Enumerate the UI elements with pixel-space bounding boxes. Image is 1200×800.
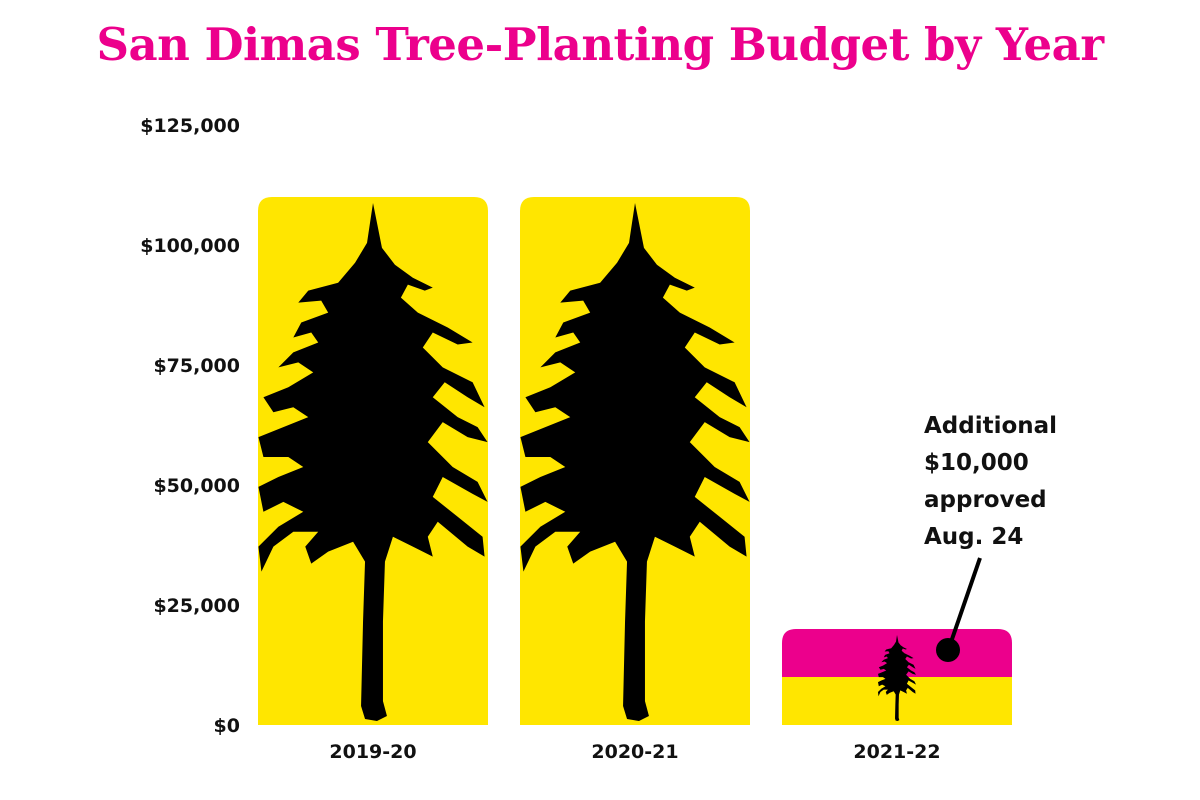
- x-tick-label: 2020-21: [591, 741, 678, 763]
- y-axis: $0 $25,000 $50,000 $75,000 $100,000 $125,000: [140, 115, 240, 737]
- y-tick-label: $25,000: [153, 595, 240, 617]
- y-tick-label: $100,000: [140, 235, 240, 257]
- annotation-pointer-line: [948, 557, 982, 646]
- annotation-line-1: Additional: [924, 413, 1057, 439]
- annotation: Additional $10,000 approved Aug. 24: [924, 413, 1057, 662]
- annotation-line-4: Aug. 24: [924, 524, 1023, 550]
- y-tick-label: $50,000: [153, 475, 240, 497]
- annotation-line-2: $10,000: [924, 450, 1029, 476]
- x-tick-label: 2021-22: [853, 741, 940, 763]
- annotation-line-3: approved: [924, 487, 1047, 513]
- y-tick-label: $0: [214, 715, 240, 737]
- x-axis: 2019-20 2020-21 2021-22: [329, 741, 940, 763]
- annotation-pointer-dot: [936, 638, 960, 662]
- chart-title: San Dimas Tree-Planting Budget by Year: [96, 18, 1104, 71]
- x-tick-label: 2019-20: [329, 741, 416, 763]
- y-tick-label: $75,000: [153, 355, 240, 377]
- y-tick-label: $125,000: [140, 115, 240, 137]
- bars-group: [258, 197, 1012, 725]
